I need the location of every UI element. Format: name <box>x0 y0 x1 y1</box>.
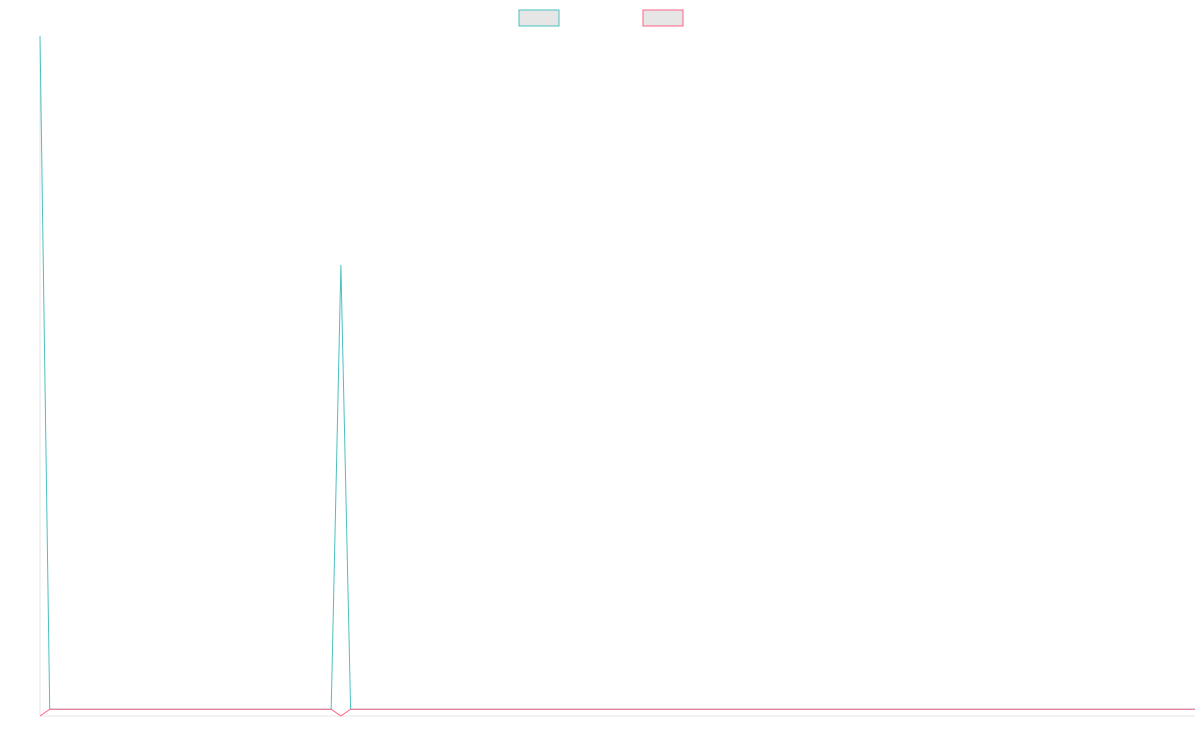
series-2 <box>39 708 1195 717</box>
series-line-2 <box>39 708 1195 717</box>
series-1 <box>39 35 1195 710</box>
legend-swatch-1[interactable] <box>518 9 560 27</box>
legend[interactable] <box>518 9 684 27</box>
series-line-1 <box>39 35 1195 710</box>
legend-swatch-2[interactable] <box>642 9 684 27</box>
series-layer <box>39 35 1195 717</box>
chart-axes <box>39 36 1195 717</box>
